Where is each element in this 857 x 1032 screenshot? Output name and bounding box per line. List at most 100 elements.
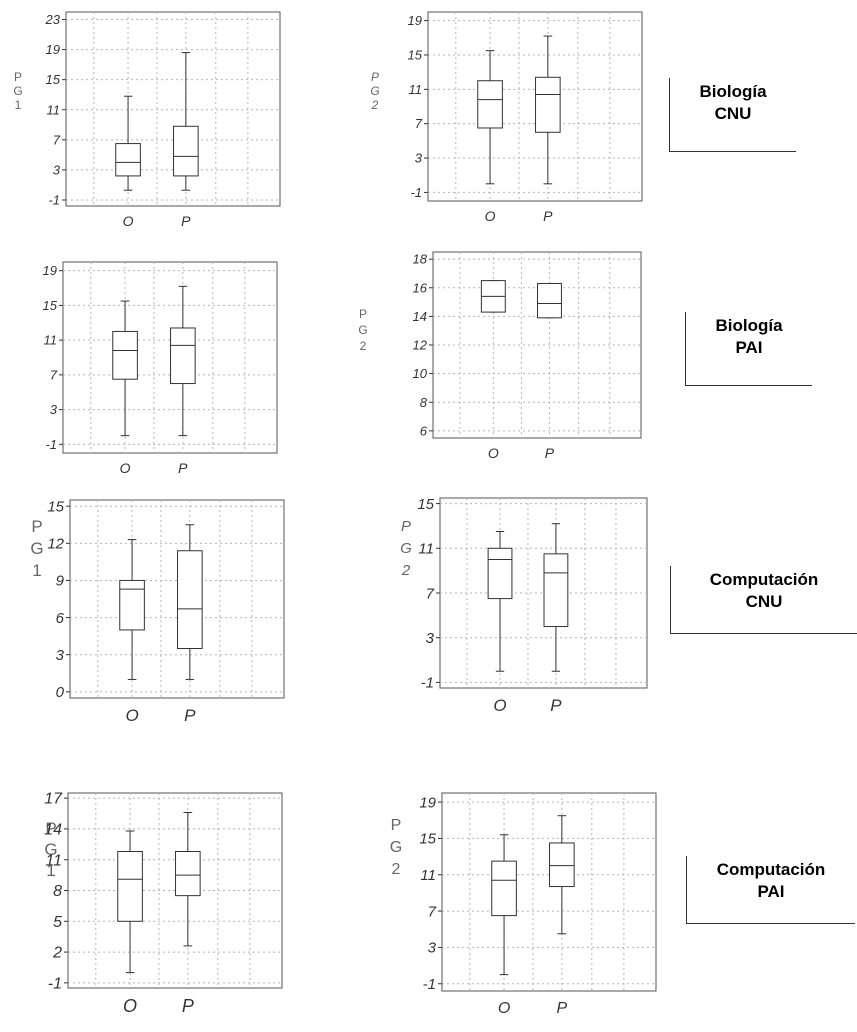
y-tick-label: 19 xyxy=(408,13,422,28)
x-category-label: P xyxy=(184,706,196,725)
x-category-label: P xyxy=(550,696,562,715)
x-category-label: P xyxy=(545,445,555,461)
iqr-box xyxy=(487,547,513,600)
panel-label-line2: CNU xyxy=(714,104,752,123)
plot-frame xyxy=(62,261,278,454)
y-tick-label: 3 xyxy=(428,940,437,957)
y-tick-label: 11 xyxy=(45,852,62,869)
iqr-box xyxy=(112,330,138,380)
y-tick-label: 15 xyxy=(46,72,61,87)
boxplot-biologia-cnu-pg1: -1 3 7 11 15 19 23 O P xyxy=(45,11,281,229)
y-tick-label: 3 xyxy=(415,151,423,166)
y-tick-label: 15 xyxy=(417,496,434,513)
y-tick-label: 18 xyxy=(413,252,428,267)
x-category-label: O xyxy=(123,213,134,229)
y-tick-label: 6 xyxy=(420,423,428,438)
plot-frame xyxy=(65,11,281,207)
x-category-label: O xyxy=(488,445,499,461)
plot-frame xyxy=(432,251,642,439)
y-tick-label: 2 xyxy=(52,945,62,962)
x-category-label: P xyxy=(178,460,188,476)
panel-label-biologia-cnu: Biología CNU xyxy=(669,78,796,152)
plot-frame xyxy=(427,11,643,202)
y-tick-label: 7 xyxy=(53,132,61,147)
iqr-box xyxy=(549,842,575,888)
y-tick-label: 15 xyxy=(419,831,436,848)
y-axis-label: P G 1 xyxy=(44,819,58,880)
iqr-box xyxy=(175,851,201,897)
y-axis-label: P G 2 xyxy=(358,307,368,353)
y-tick-label: 14 xyxy=(413,309,427,324)
iqr-box xyxy=(491,860,517,917)
y-tick-label: 11 xyxy=(409,82,423,97)
boxplot-computacion-cnu-pg1: 0 3 6 9 12 15 O P xyxy=(47,498,285,725)
boxplot-computacion-pai-pg1: -1 2 5 8 11 14 17 O P xyxy=(44,791,283,1016)
y-tick-label: 10 xyxy=(413,366,428,381)
panel-label-line1: Biología xyxy=(699,82,767,101)
y-tick-label: 15 xyxy=(43,298,58,313)
iqr-box xyxy=(537,282,562,319)
y-axis-label: P G 2 xyxy=(400,518,412,579)
iqr-box xyxy=(117,851,143,922)
y-tick-label: 16 xyxy=(413,280,428,295)
boxplot-biologia-cnu-pg2: -1 3 7 11 15 19 O P xyxy=(408,11,643,224)
y-axis-label: P G 2 xyxy=(389,817,403,878)
y-tick-label: -1 xyxy=(48,193,60,208)
y-tick-label: -1 xyxy=(423,976,436,993)
x-category-label: P xyxy=(543,208,553,224)
y-axis-label: P G 1 xyxy=(13,70,23,112)
y-tick-label: 7 xyxy=(426,585,435,602)
iqr-box xyxy=(543,553,569,628)
x-category-label: P xyxy=(181,213,191,229)
panel-label-biologia-pai: Biología PAI xyxy=(685,312,812,386)
y-tick-label: 15 xyxy=(408,48,423,63)
y-tick-label: 19 xyxy=(46,42,60,57)
y-tick-label: 11 xyxy=(418,541,434,558)
y-tick-label: -1 xyxy=(45,437,57,452)
x-category-label: P xyxy=(557,1000,568,1017)
boxplot-computacion-cnu-pg2: -1 3 7 11 15 O P xyxy=(417,496,648,715)
iqr-box xyxy=(535,76,561,133)
y-tick-label: 19 xyxy=(43,263,57,278)
panel-label-line2: PAI xyxy=(735,338,763,357)
y-tick-label: 11 xyxy=(420,867,436,884)
y-tick-label: 3 xyxy=(56,647,65,664)
y-tick-label: 7 xyxy=(428,903,437,920)
x-category-label: O xyxy=(493,696,506,715)
iqr-box xyxy=(115,143,141,177)
y-tick-label: 0 xyxy=(56,684,65,701)
y-tick-label: 14 xyxy=(44,822,62,839)
x-category-label: O xyxy=(485,208,496,224)
y-tick-label: 12 xyxy=(47,536,64,553)
panel-label-line2: PAI xyxy=(757,882,785,901)
y-tick-label: 11 xyxy=(44,333,58,348)
y-tick-label: 5 xyxy=(53,914,62,931)
y-tick-label: 8 xyxy=(420,395,428,410)
panel-label-line2: CNU xyxy=(745,592,783,611)
y-tick-label: 11 xyxy=(47,102,61,117)
x-category-label: O xyxy=(120,460,131,476)
y-tick-label: 3 xyxy=(426,630,435,647)
boxplot-biologia-pai-pg2: 6 8 10 12 14 16 18 O P xyxy=(413,251,642,461)
y-axis-label: P G 1 xyxy=(30,517,44,580)
y-tick-label: 23 xyxy=(45,12,61,27)
x-category-label: O xyxy=(498,1000,510,1017)
x-category-label: O xyxy=(125,706,138,725)
y-tick-label: -1 xyxy=(421,675,434,692)
y-tick-label: 9 xyxy=(56,573,65,590)
iqr-box xyxy=(177,550,203,649)
y-tick-label: 8 xyxy=(53,883,62,900)
y-axis-label: P G 2 xyxy=(370,70,380,112)
y-tick-label: 19 xyxy=(419,794,436,811)
y-tick-label: 3 xyxy=(50,402,58,417)
iqr-box xyxy=(170,327,196,385)
boxplot-biologia-pai-pg1: -1 3 7 11 15 19 O P xyxy=(43,261,278,476)
iqr-box xyxy=(477,80,503,129)
y-tick-label: 7 xyxy=(50,367,58,382)
y-tick-label: 15 xyxy=(47,498,64,515)
panel-label-line1: Biología xyxy=(715,316,783,335)
plot-frame xyxy=(441,792,657,992)
y-tick-label: -1 xyxy=(48,975,62,992)
y-tick-label: -1 xyxy=(410,185,422,200)
y-tick-label: 7 xyxy=(415,116,423,131)
